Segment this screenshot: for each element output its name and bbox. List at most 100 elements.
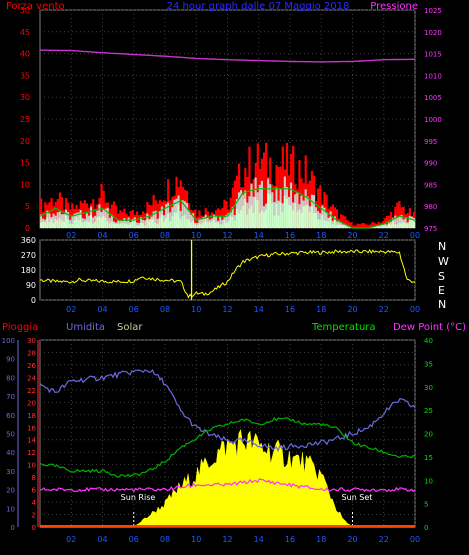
wind-y-tick-label: 35 bbox=[20, 71, 30, 80]
wind-low-bar bbox=[110, 221, 114, 228]
wind-avg-bar bbox=[77, 212, 80, 228]
climate-x-tick-label: 12 bbox=[222, 535, 232, 544]
wind-gust-bar bbox=[217, 208, 220, 228]
climate-x-tick-label: 10 bbox=[191, 535, 201, 544]
rain-y-tick-label: 16 bbox=[27, 424, 36, 432]
wind-gust-bar bbox=[335, 209, 339, 228]
wind-gust-bar bbox=[179, 180, 182, 228]
wind-y-tick-label: 15 bbox=[20, 159, 30, 168]
wind-gust-bar bbox=[156, 203, 159, 228]
wind-low-bar bbox=[54, 218, 57, 228]
wind-gust-bar bbox=[354, 225, 357, 228]
direction-y-tick-label: 270 bbox=[21, 251, 36, 260]
wind-low-bar bbox=[346, 227, 349, 228]
wind-gust-bar bbox=[346, 220, 349, 228]
temperature-axis-title: Temperatura bbox=[311, 322, 376, 333]
wind-gust-bar bbox=[281, 146, 284, 228]
wind-direction-line bbox=[39, 248, 416, 299]
climate-x-tick-label: 14 bbox=[254, 535, 264, 544]
wind-low-bar bbox=[250, 205, 253, 228]
wind-x-tick-label: 18 bbox=[316, 231, 326, 240]
wind-gust-bar bbox=[69, 209, 72, 228]
wind-avg-bar bbox=[110, 214, 114, 228]
wind-avg-bar bbox=[192, 213, 195, 228]
wind-avg-bar bbox=[252, 196, 255, 228]
wind-y-tick-label: 0 bbox=[25, 224, 30, 233]
wind-avg-bar bbox=[296, 192, 299, 228]
wind-low-bar bbox=[381, 224, 384, 228]
rain-y-tick-label: 2 bbox=[32, 512, 36, 520]
wind-low-bar bbox=[302, 206, 305, 228]
wind-low-bar bbox=[94, 221, 97, 228]
wind-low-bar bbox=[304, 205, 307, 228]
wind-avg-bar bbox=[396, 217, 399, 228]
wind-gust-bar bbox=[119, 210, 122, 228]
rain-y-tick-label: 22 bbox=[27, 387, 36, 395]
wind-avg-bar bbox=[87, 215, 91, 228]
wind-avg-bar bbox=[154, 210, 157, 228]
wind-low-bar bbox=[129, 223, 132, 228]
temperature-y-tick-label: 35 bbox=[424, 360, 433, 368]
humidity-y-tick-label: 90 bbox=[6, 356, 15, 364]
wind-avg-bar bbox=[156, 218, 159, 228]
wind-low-bar bbox=[56, 220, 59, 228]
wind-avg-bar bbox=[106, 207, 109, 228]
direction-y-tick-label: 90 bbox=[26, 281, 36, 290]
wind-low-bar bbox=[210, 221, 214, 228]
wind-low-bar bbox=[127, 224, 130, 228]
wind-avg-bar bbox=[137, 222, 141, 228]
wind-avg-bar bbox=[379, 224, 382, 228]
pressure-axis-title: Pressione bbox=[370, 1, 418, 12]
wind-avg-bar bbox=[300, 195, 303, 228]
wind-low-bar bbox=[315, 212, 318, 228]
wind-low-bar bbox=[290, 205, 293, 228]
wind-low-bar bbox=[331, 224, 334, 228]
wind-low-bar bbox=[285, 198, 289, 228]
wind-low-bar bbox=[75, 217, 78, 228]
wind-avg-bar bbox=[273, 202, 276, 228]
dir-label-e: E bbox=[438, 284, 445, 297]
wind-low-bar bbox=[171, 216, 174, 228]
wind-avg-bar bbox=[185, 202, 189, 228]
wind-low-bar bbox=[225, 223, 228, 228]
wind-gust-bar bbox=[285, 142, 289, 228]
wind-gust-bar bbox=[246, 176, 249, 228]
wind-avg-bar bbox=[92, 217, 95, 228]
wind-avg-bar bbox=[140, 217, 143, 228]
wind-gust-bar bbox=[362, 223, 366, 228]
wind-low-bar bbox=[410, 219, 414, 228]
direction-x-tick-label: 02 bbox=[66, 305, 76, 314]
wind-avg-bar bbox=[335, 221, 339, 228]
wind-low-bar bbox=[212, 220, 216, 228]
wind-gust-bar bbox=[83, 200, 86, 228]
wind-low-bar bbox=[292, 210, 295, 228]
wind-low-bar bbox=[404, 223, 407, 228]
wind-low-bar bbox=[400, 223, 403, 228]
wind-low-bar bbox=[165, 217, 168, 228]
wind-gust-bar bbox=[292, 145, 295, 228]
wind-y-tick-label: 25 bbox=[20, 115, 30, 124]
rain-y-tick-label: 28 bbox=[27, 349, 36, 357]
wind-low-bar bbox=[237, 213, 241, 228]
rain-y-tick-label: 26 bbox=[27, 362, 36, 370]
wind-low-bar bbox=[333, 219, 336, 228]
wind-avg-bar bbox=[290, 182, 293, 228]
direction-x-tick-label: 22 bbox=[379, 305, 389, 314]
wind-low-bar bbox=[198, 223, 201, 228]
humidity-y-tick-label: 10 bbox=[6, 505, 15, 513]
wind-low-bar bbox=[144, 225, 147, 228]
temperature-y-tick-label: 5 bbox=[424, 501, 428, 509]
wind-low-bar bbox=[262, 211, 266, 228]
wind-low-bar bbox=[402, 221, 405, 228]
temperature-y-tick-label: 15 bbox=[424, 454, 433, 462]
sunrise-label: Sun Rise bbox=[121, 493, 156, 502]
wind-low-bar bbox=[208, 221, 211, 228]
wind-gust-bar bbox=[129, 211, 132, 228]
wind-low-bar bbox=[73, 220, 76, 228]
wind-low-bar bbox=[206, 222, 209, 228]
wind-low-bar bbox=[379, 226, 382, 228]
wind-low-bar bbox=[121, 223, 124, 228]
wind-x-tick-label: 02 bbox=[66, 231, 76, 240]
wind-low-bar bbox=[60, 220, 64, 228]
wind-low-bar bbox=[98, 216, 101, 228]
